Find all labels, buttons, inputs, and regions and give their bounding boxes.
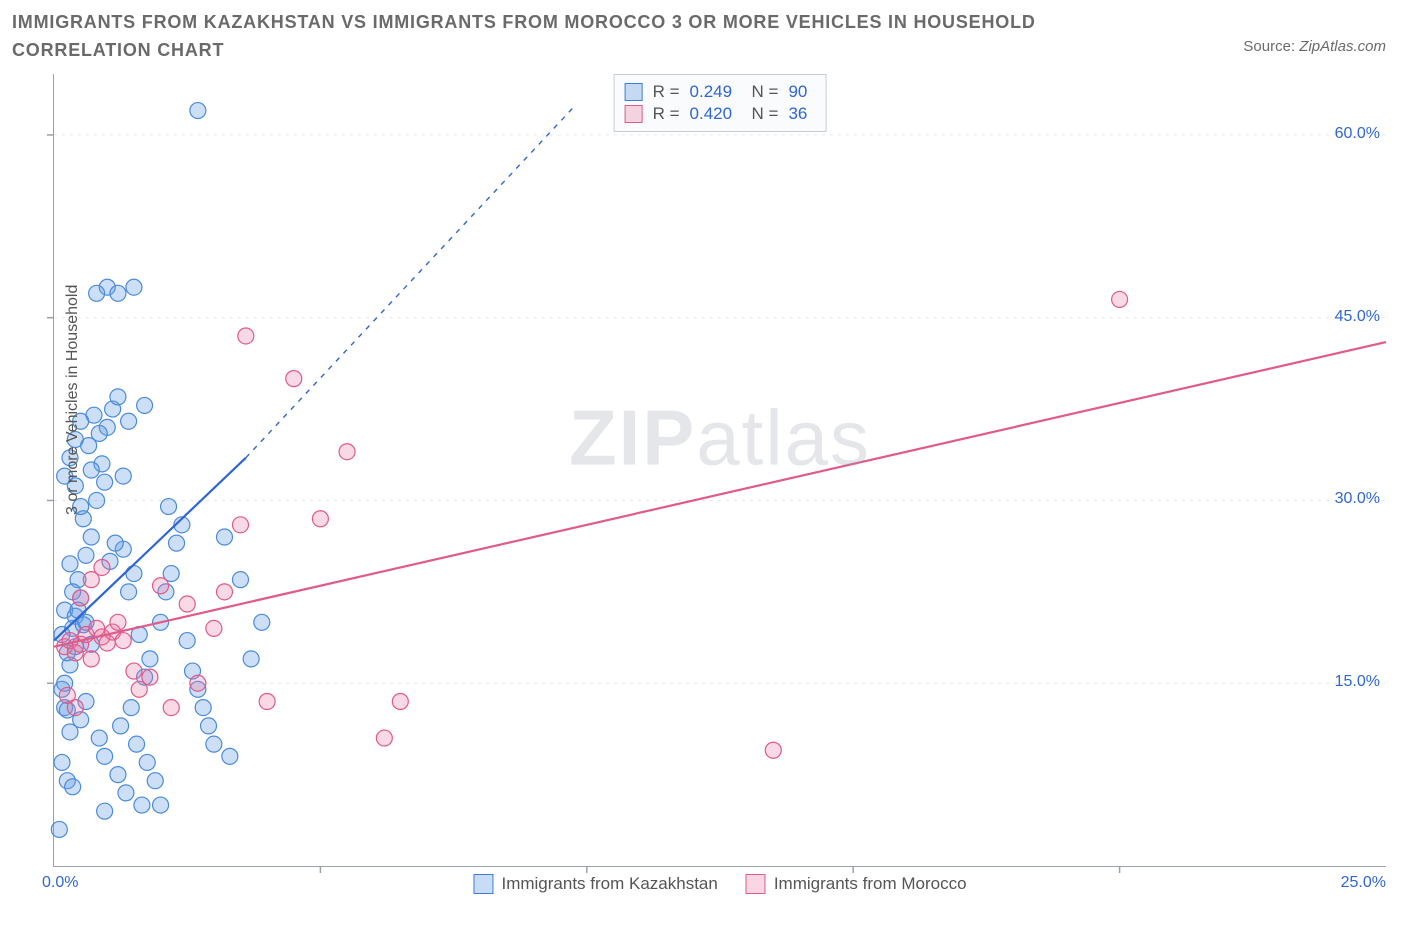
legend-label: Immigrants from Morocco [774, 874, 967, 894]
source-name: ZipAtlas.com [1299, 38, 1386, 55]
x-tick-right: 25.0% [1341, 874, 1386, 892]
plot-area: ZIPatlas R = 0.249 N = 90 R = 0.420 N = … [53, 74, 1386, 867]
stat-n-value: 90 [788, 81, 807, 103]
bottom-legend: Immigrants from Kazakhstan Immigrants fr… [473, 874, 966, 894]
correlation-stats-box: R = 0.249 N = 90 R = 0.420 N = 36 [614, 74, 827, 132]
swatch-pink-icon [625, 105, 643, 123]
stat-r-value: 0.420 [690, 103, 733, 125]
y-tick-label: 30.0% [1335, 490, 1380, 508]
legend-item-kazakhstan: Immigrants from Kazakhstan [473, 874, 717, 894]
watermark-bold: ZIP [569, 394, 696, 482]
y-tick-label: 45.0% [1335, 308, 1380, 326]
stat-n-value: 36 [788, 103, 807, 125]
stat-row-morocco: R = 0.420 N = 36 [625, 103, 808, 125]
y-axis-label: 3 or more Vehicles in Household [64, 285, 82, 515]
source-prefix: Source: [1243, 38, 1299, 55]
stat-r-label: R = [653, 81, 680, 103]
source-attribution: Source: ZipAtlas.com [1243, 38, 1386, 55]
stat-r-value: 0.249 [690, 81, 733, 103]
stat-n-label: N = [742, 103, 778, 125]
chart-container: IMMIGRANTS FROM KAZAKHSTAN VS IMMIGRANTS… [0, 0, 1406, 930]
y-tick-label: 15.0% [1335, 673, 1380, 691]
watermark-rest: atlas [696, 394, 871, 482]
stat-r-label: R = [653, 103, 680, 125]
watermark: ZIPatlas [569, 393, 871, 484]
swatch-pink-icon [746, 874, 766, 894]
swatch-blue-icon [625, 83, 643, 101]
y-tick-label: 60.0% [1335, 125, 1380, 143]
swatch-blue-icon [473, 874, 493, 894]
chart-title: IMMIGRANTS FROM KAZAKHSTAN VS IMMIGRANTS… [12, 8, 1106, 64]
legend-item-morocco: Immigrants from Morocco [746, 874, 967, 894]
stat-row-kazakhstan: R = 0.249 N = 90 [625, 81, 808, 103]
legend-label: Immigrants from Kazakhstan [501, 874, 717, 894]
stat-n-label: N = [742, 81, 778, 103]
x-tick-left: 0.0% [42, 874, 78, 892]
